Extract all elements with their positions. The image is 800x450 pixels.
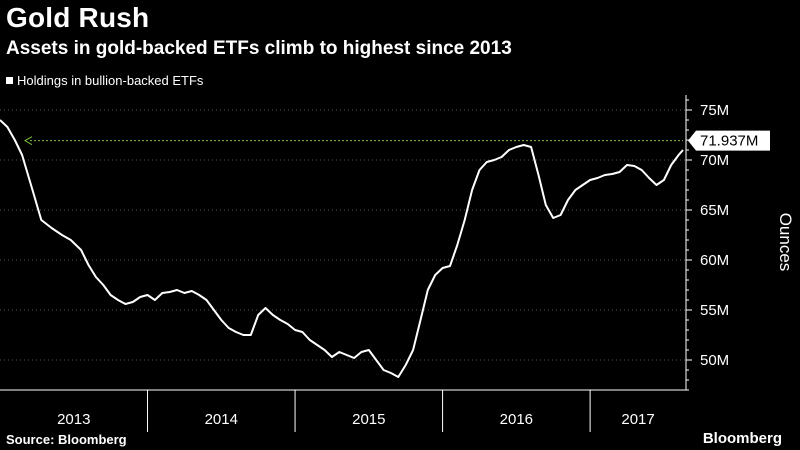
x-axis: 2013 2014 2015 2016 2017 xyxy=(0,389,686,432)
callout-box xyxy=(688,130,770,151)
callout-group: 71.937M xyxy=(688,130,770,151)
grid-lines xyxy=(0,109,686,361)
reference-arrow xyxy=(23,136,33,146)
legend: Holdings in bullion-backed ETFs xyxy=(6,73,203,88)
y-tick-label: 55M xyxy=(700,302,729,319)
legend-label: Holdings in bullion-backed ETFs xyxy=(17,73,204,88)
x-tick-label: 2015 xyxy=(352,411,385,428)
series-group xyxy=(0,119,684,378)
y-tick-label: 70M xyxy=(700,152,729,169)
chart-subtitle: Assets in gold-backed ETFs climb to high… xyxy=(6,38,512,59)
reference-line-group xyxy=(23,136,684,146)
callout-label: 71.937M xyxy=(700,133,758,150)
x-tick-label: 2016 xyxy=(500,411,533,428)
y-tick-label: 60M xyxy=(700,252,729,269)
series-line xyxy=(0,119,684,378)
chart-title: Gold Rush xyxy=(6,2,150,33)
y-tick-label: 75M xyxy=(700,102,729,119)
y-axis: 50M 55M 60M 65M 70M 75M xyxy=(685,95,729,391)
x-tick-label: 2017 xyxy=(621,411,654,428)
y-tick-label: 65M xyxy=(700,202,729,219)
x-tick-label: 2014 xyxy=(205,411,238,428)
x-tick-label: 2013 xyxy=(57,411,90,428)
source-note: Source: Bloomberg xyxy=(6,432,127,447)
y-axis-label: Ounces xyxy=(776,213,795,272)
brand-logo: Bloomberg xyxy=(702,430,782,447)
y-tick-label: 50M xyxy=(700,352,729,369)
legend-swatch xyxy=(6,77,13,84)
